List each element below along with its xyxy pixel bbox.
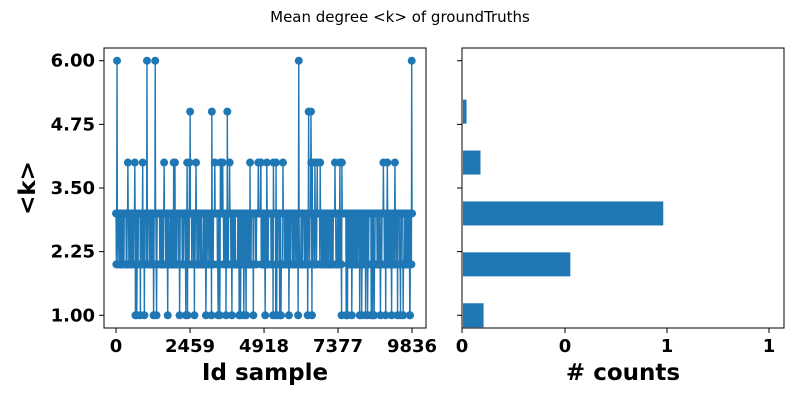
left-y-tick-label: 2.25 — [51, 242, 95, 263]
series-marker — [207, 311, 216, 320]
series-marker — [278, 158, 287, 167]
count-bar — [463, 303, 484, 328]
series-marker — [160, 158, 169, 167]
series-marker — [242, 311, 251, 320]
series-marker — [113, 56, 122, 65]
series-marker — [337, 260, 346, 269]
left-data-layer — [112, 56, 417, 320]
series-marker — [399, 311, 408, 320]
series-marker — [246, 158, 255, 167]
series-line — [115, 60, 413, 316]
series-marker — [151, 56, 160, 65]
left-y-tick-label: 4.75 — [51, 114, 95, 135]
series-marker — [190, 311, 199, 320]
series-marker — [152, 311, 161, 320]
series-marker — [201, 311, 210, 320]
right-x-ticks: 0 0 1 1 — [456, 328, 776, 357]
series-marker — [294, 56, 303, 65]
right-chart: 0 0 1 1 # counts — [456, 47, 785, 386]
series-marker — [227, 311, 236, 320]
figure-title: Mean degree <k> of groundTruths — [270, 8, 530, 26]
series-marker — [272, 158, 281, 167]
series-marker — [337, 158, 346, 167]
series-marker — [276, 311, 285, 320]
series-marker — [170, 158, 179, 167]
series-marker — [249, 311, 258, 320]
left-x-tick-label: 7377 — [313, 336, 363, 357]
series-marker — [256, 158, 265, 167]
series-marker — [316, 158, 325, 167]
series-marker — [383, 158, 392, 167]
left-x-axis-label: Id sample — [202, 360, 328, 386]
series-marker — [294, 311, 303, 320]
series-marker — [381, 311, 390, 320]
series-marker — [207, 107, 216, 116]
count-bar — [463, 99, 467, 124]
right-x-tick-label: 1 — [661, 336, 674, 357]
series-marker — [406, 311, 415, 320]
series-marker — [407, 260, 416, 269]
left-x-ticks: 0 2459 4918 7377 9836 — [110, 328, 437, 357]
left-x-tick-label: 0 — [110, 336, 123, 357]
right-x-tick-label: 1 — [763, 336, 776, 357]
left-x-tick-label: 2459 — [165, 336, 215, 357]
right-x-tick-label: 0 — [559, 336, 572, 357]
series-marker — [387, 311, 396, 320]
series-marker — [183, 311, 192, 320]
left-y-tick-label: 3.50 — [51, 178, 95, 199]
right-axes-frame — [461, 47, 785, 329]
series-marker — [138, 158, 147, 167]
left-x-tick-label: 9836 — [387, 336, 437, 357]
series-marker — [185, 158, 194, 167]
left-y-axis-label: <k> — [15, 161, 41, 215]
series-marker — [306, 107, 315, 116]
right-data-layer — [463, 99, 664, 328]
left-chart: 0 2459 4918 7377 9836 1.00 2.25 3.50 4.75 6.00 I… — [15, 47, 437, 386]
count-bar — [463, 252, 571, 277]
series-marker — [123, 158, 132, 167]
series-marker — [210, 158, 219, 167]
series-marker — [390, 158, 399, 167]
series-marker — [307, 311, 316, 320]
series-marker — [215, 311, 224, 320]
series-marker — [218, 158, 227, 167]
right-y-ticks — [457, 60, 462, 316]
right-x-axis-label: # counts — [566, 360, 680, 386]
left-y-tick-label: 6.00 — [51, 51, 95, 72]
series-marker — [370, 311, 379, 320]
series-marker — [223, 107, 232, 116]
count-bar — [463, 150, 481, 175]
series-marker — [261, 311, 270, 320]
series-marker — [140, 311, 149, 320]
series-marker — [130, 158, 139, 167]
series-marker — [262, 158, 271, 167]
series-marker — [408, 209, 417, 218]
series-marker — [407, 56, 416, 65]
series-marker — [225, 158, 234, 167]
series-marker — [284, 311, 293, 320]
right-x-tick-label: 0 — [456, 336, 469, 357]
series-marker — [347, 311, 356, 320]
series-marker — [163, 311, 172, 320]
series-marker — [192, 158, 201, 167]
left-x-tick-label: 4918 — [239, 336, 289, 357]
left-y-ticks: 1.00 2.25 3.50 4.75 6.00 — [51, 51, 104, 326]
series-marker — [142, 56, 151, 65]
series-marker — [222, 311, 231, 320]
left-y-tick-label: 1.00 — [51, 305, 95, 326]
count-bar — [463, 201, 664, 226]
series-marker — [175, 311, 184, 320]
series-marker — [186, 107, 195, 116]
